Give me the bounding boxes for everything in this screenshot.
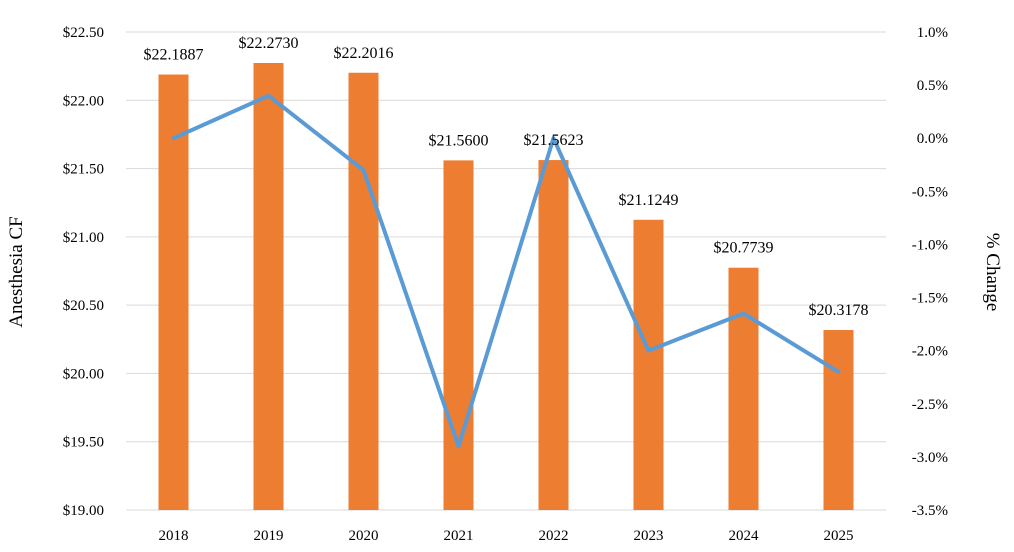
x-tick-label: 2024 <box>729 528 760 544</box>
bar <box>538 160 569 510</box>
bar <box>633 219 664 510</box>
line-point <box>268 95 269 97</box>
y2-tick-label: -3.0% <box>912 450 948 466</box>
y-tick-label: $21.50 <box>63 162 104 178</box>
x-tick-label: 2021 <box>444 528 474 544</box>
bar <box>158 74 189 511</box>
bar-data-label: $21.1249 <box>619 192 679 209</box>
bar-data-label: $21.5600 <box>429 132 489 149</box>
bar <box>253 63 284 511</box>
line-point <box>838 371 839 373</box>
y-tick-label: $22.00 <box>63 93 104 109</box>
bar-data-label: $22.1887 <box>144 47 204 64</box>
y-tick-label: $22.50 <box>63 25 104 41</box>
bar-series <box>158 63 854 511</box>
bar <box>443 160 474 510</box>
y2-tick-label: -3.5% <box>912 503 948 519</box>
line-point <box>363 169 364 171</box>
x-tick-label: 2025 <box>824 528 854 544</box>
bar-data-label: $21.5623 <box>524 132 584 149</box>
line-point <box>743 312 744 314</box>
x-axis: 2018 2019 2020 2021 2022 2023 2024 2025 <box>159 528 854 544</box>
bar-data-label: $22.2730 <box>239 35 299 52</box>
x-tick-label: 2023 <box>634 528 664 544</box>
line-point <box>458 445 459 447</box>
y2-tick-label: -2.0% <box>912 344 948 360</box>
y2-tick-label: 1.0% <box>917 25 948 41</box>
x-tick-label: 2018 <box>159 528 189 544</box>
percent-change-line <box>171 93 841 449</box>
y-tick-label: $20.00 <box>63 366 104 382</box>
y2-tick-label: -2.5% <box>912 397 948 413</box>
bar-data-label: $22.2016 <box>334 45 394 62</box>
x-tick-label: 2019 <box>254 528 284 544</box>
gridlines <box>126 31 886 511</box>
y-axis-title: Anesthesia CF <box>6 216 27 327</box>
line-point <box>648 350 649 352</box>
y2-tick-label: -1.0% <box>912 237 948 253</box>
y2-tick-label: -1.5% <box>912 291 948 307</box>
bar-data-label: $20.7739 <box>714 240 774 257</box>
bar <box>823 330 854 510</box>
x-tick-label: 2022 <box>539 528 569 544</box>
line-series <box>171 93 841 449</box>
y-axis-left: $19.00 $19.50 $20.00 $20.50 $21.00 $21.50 $22.… <box>63 25 104 519</box>
y-tick-label: $19.00 <box>63 503 104 519</box>
bar <box>728 267 759 510</box>
line-point <box>553 137 554 139</box>
y2-tick-label: 0.5% <box>917 78 948 94</box>
line-point <box>173 137 174 139</box>
y2-tick-label: 0.0% <box>917 131 948 147</box>
y-tick-label: $21.00 <box>63 230 104 246</box>
y-tick-label: $19.50 <box>63 435 104 451</box>
data-labels: $22.1887 $22.2730 $22.2016 $21.5600 $21.5623… <box>144 35 869 319</box>
bar-data-label: $20.3178 <box>809 302 869 319</box>
y2-axis-title: % Change <box>982 233 1003 312</box>
bar <box>348 72 379 510</box>
x-tick-label: 2020 <box>349 528 379 544</box>
y2-tick-label: -0.5% <box>912 184 948 200</box>
y-axis-right: -3.5% -3.0% -2.5% -2.0% -1.5% -1.0% -0.5% 0.0% 0… <box>912 25 948 519</box>
y-tick-label: $20.50 <box>63 298 104 314</box>
